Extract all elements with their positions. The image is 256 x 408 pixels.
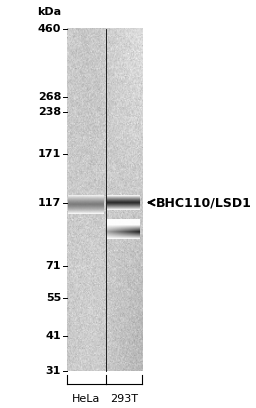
Text: HeLa: HeLa xyxy=(72,394,100,404)
Text: 268: 268 xyxy=(38,92,61,102)
Text: 293T: 293T xyxy=(110,394,138,404)
Text: 71: 71 xyxy=(46,261,61,271)
Text: 238: 238 xyxy=(38,107,61,117)
Text: 171: 171 xyxy=(38,149,61,159)
Text: 117: 117 xyxy=(38,197,61,208)
Text: BHC110/LSD1: BHC110/LSD1 xyxy=(156,196,252,209)
Text: kDa: kDa xyxy=(37,7,61,17)
Text: 55: 55 xyxy=(46,293,61,304)
Text: 31: 31 xyxy=(46,366,61,376)
Text: 460: 460 xyxy=(38,24,61,33)
Text: 41: 41 xyxy=(46,331,61,341)
